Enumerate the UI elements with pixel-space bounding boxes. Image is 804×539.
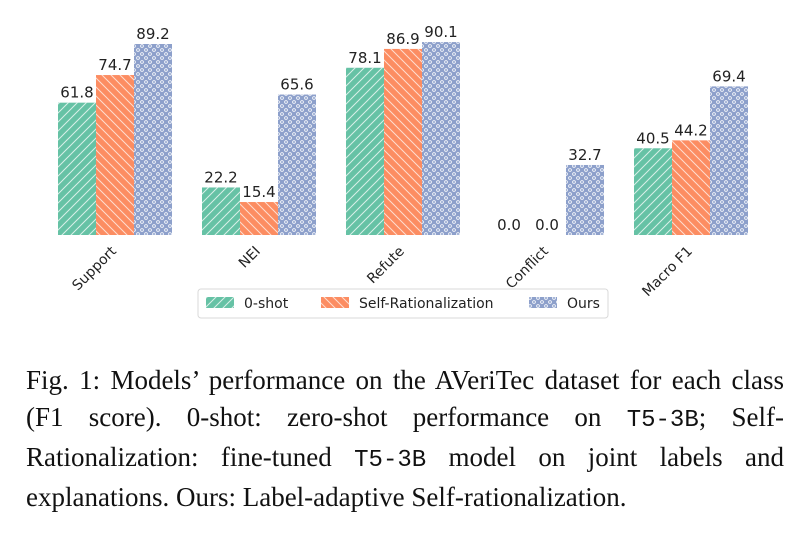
x-tick-refute: Refute bbox=[364, 244, 408, 288]
bar-refute-ours-hatch bbox=[422, 42, 460, 235]
legend-label-self-rationalization: Self-Rationalization bbox=[359, 296, 494, 312]
bar-refute-self-rationalization-hatch bbox=[384, 48, 422, 235]
value-label-nei-ours: 65.6 bbox=[280, 76, 313, 94]
value-label-macro-f1-ours: 69.4 bbox=[712, 67, 745, 85]
bar-support-self-rationalization-hatch bbox=[96, 75, 134, 235]
value-label-conflict-0-shot: 0.0 bbox=[497, 216, 521, 234]
legend-swatch-hatch-0-shot bbox=[206, 297, 234, 308]
legend: 0-shot Self-Rationalization Ours bbox=[197, 288, 609, 319]
value-label-conflict-ours: 32.7 bbox=[568, 146, 601, 164]
bar-nei-0-shot-hatch bbox=[202, 187, 240, 235]
legend-label-ours: Ours bbox=[567, 296, 600, 312]
x-tick-nei: NEI bbox=[236, 244, 264, 272]
x-tick-support: Support bbox=[69, 243, 120, 294]
bar-support-0-shot-hatch bbox=[58, 102, 96, 235]
value-label-conflict-self-rationalization: 0.0 bbox=[535, 216, 559, 234]
value-label-nei-0-shot: 22.2 bbox=[204, 168, 237, 186]
bar-macro-f1-self-rationalization-hatch bbox=[672, 140, 710, 235]
legend-swatch-hatch-ours bbox=[529, 297, 557, 308]
value-label-macro-f1-self-rationalization: 44.2 bbox=[674, 121, 707, 139]
value-label-refute-ours: 90.1 bbox=[424, 23, 457, 41]
bars-layer bbox=[58, 42, 748, 236]
value-label-support-0-shot: 61.8 bbox=[60, 84, 93, 102]
caption-text-suffix: model on joint labels and explanations. … bbox=[26, 442, 784, 512]
legend-swatch-hatch-self-rationalization bbox=[321, 297, 349, 308]
caption-code-model: T5-3B bbox=[626, 407, 699, 434]
caption-text-middle: ; Self-Rationalization: fine-tuned bbox=[26, 402, 784, 472]
bar-refute-0-shot-hatch bbox=[346, 67, 384, 235]
x-tick-macro-f1: Macro F1 bbox=[639, 244, 695, 300]
value-label-nei-self-rationalization: 15.4 bbox=[242, 183, 275, 201]
bar-chart: 61.8 74.7 89.2 22.2 15.4 65.6 78.1 86.9 90.1 0.0 0… bbox=[58, 23, 748, 319]
bar-nei-self-rationalization-hatch bbox=[240, 202, 278, 235]
value-labels-layer: 61.8 74.7 89.2 22.2 15.4 65.6 78.1 86.9 90.1 0.0 0… bbox=[60, 23, 745, 234]
bar-macro-f1-0-shot-hatch bbox=[634, 148, 672, 235]
figure-caption: Fig. 1: Models’ performance on the AVeri… bbox=[26, 362, 784, 516]
value-label-support-ours: 89.2 bbox=[136, 25, 169, 43]
bar-support-ours-hatch bbox=[134, 44, 172, 235]
value-label-macro-f1-0-shot: 40.5 bbox=[636, 129, 669, 147]
bar-conflict-ours-hatch bbox=[566, 164, 604, 235]
legend-frame bbox=[197, 288, 609, 319]
bar-nei-ours-hatch bbox=[278, 94, 316, 235]
value-label-refute-0-shot: 78.1 bbox=[348, 49, 381, 67]
value-label-refute-self-rationalization: 86.9 bbox=[386, 30, 419, 48]
x-tick-conflict: Conflict bbox=[503, 243, 552, 292]
bar-macro-f1-ours-hatch bbox=[710, 86, 748, 236]
value-label-support-self-rationalization: 74.7 bbox=[98, 56, 131, 74]
caption-text-prefix: Fig. 1: Models’ performance on the AVeri… bbox=[26, 365, 784, 432]
legend-label-0-shot: 0-shot bbox=[244, 296, 289, 312]
caption-code-model-2: T5-3B bbox=[354, 447, 427, 474]
